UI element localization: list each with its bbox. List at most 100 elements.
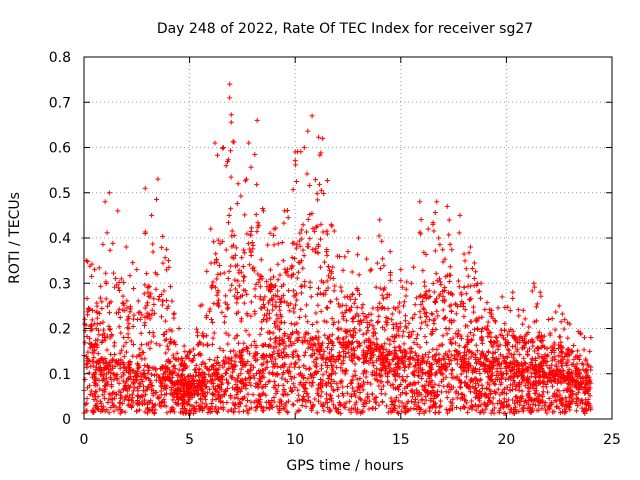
data-point [501, 355, 507, 361]
data-point [528, 361, 534, 367]
data-point [325, 405, 331, 411]
data-point [164, 374, 170, 380]
data-point [119, 408, 125, 414]
data-point [473, 342, 479, 348]
data-point [320, 340, 326, 346]
data-point [382, 327, 388, 333]
data-point [115, 407, 121, 413]
data-point [416, 353, 422, 359]
data-point [260, 390, 266, 396]
data-point [573, 383, 579, 389]
data-point [452, 356, 458, 362]
data-point [94, 321, 100, 327]
data-point [530, 401, 536, 407]
data-point [225, 341, 231, 347]
data-point [162, 385, 168, 391]
data-point [278, 300, 284, 306]
data-point [471, 309, 477, 315]
data-point [113, 276, 119, 282]
data-point [315, 291, 321, 297]
data-point [198, 383, 204, 389]
data-point [297, 315, 303, 321]
data-point [459, 359, 465, 365]
data-point [315, 242, 321, 248]
data-point [532, 358, 538, 364]
data-point [228, 263, 234, 269]
data-point [223, 293, 229, 299]
data-point [248, 299, 254, 305]
data-point [559, 402, 565, 408]
data-point [238, 371, 244, 377]
data-point [153, 377, 159, 383]
data-point [150, 388, 156, 394]
data-point [447, 264, 453, 270]
data-point [316, 181, 322, 187]
peak-point [106, 190, 112, 196]
data-point [183, 355, 189, 361]
data-point [106, 323, 112, 329]
data-point [266, 287, 272, 293]
data-point [443, 389, 449, 395]
data-point [486, 369, 492, 375]
data-point [233, 245, 239, 251]
data-point [471, 275, 477, 281]
peak-point [377, 217, 383, 223]
data-point [491, 356, 497, 362]
data-point [207, 386, 213, 392]
data-point [441, 356, 447, 362]
data-point [474, 391, 480, 397]
data-point [450, 384, 456, 390]
data-point [128, 338, 134, 344]
data-point [213, 257, 219, 263]
data-point [232, 359, 238, 365]
data-point [392, 344, 398, 350]
data-point [315, 197, 321, 203]
data-point [306, 341, 312, 347]
data-point [482, 307, 488, 313]
data-point [529, 288, 535, 294]
data-point [280, 258, 286, 264]
data-point [431, 321, 437, 327]
data-point [146, 376, 152, 382]
data-point [296, 335, 302, 341]
data-point [155, 394, 161, 400]
data-point [305, 244, 311, 250]
data-point [231, 139, 237, 145]
data-point [355, 288, 361, 294]
data-point [363, 359, 369, 365]
data-point [428, 331, 434, 337]
data-point [105, 400, 111, 406]
data-point [247, 374, 253, 380]
data-point [581, 347, 587, 353]
data-point [203, 401, 209, 407]
data-point [430, 388, 436, 394]
data-point [120, 293, 126, 299]
data-point [490, 315, 496, 321]
data-point [94, 398, 100, 404]
data-point [269, 358, 275, 364]
data-point [437, 276, 443, 282]
data-point [379, 238, 385, 244]
data-point [232, 252, 238, 258]
data-point [437, 368, 443, 374]
data-point [245, 410, 251, 416]
data-point [253, 380, 259, 386]
data-point [372, 399, 378, 405]
data-point [156, 297, 162, 303]
data-point [192, 367, 198, 373]
data-point [391, 405, 397, 411]
data-point [393, 377, 399, 383]
data-point [277, 312, 283, 318]
data-point [273, 361, 279, 367]
data-point [460, 303, 466, 309]
data-point [261, 342, 267, 348]
data-point [458, 365, 464, 371]
peak-point [556, 303, 562, 309]
data-point [574, 395, 580, 401]
data-point [349, 377, 355, 383]
data-point [408, 399, 414, 405]
data-point [364, 314, 370, 320]
data-point [360, 387, 366, 393]
data-point [361, 355, 367, 361]
data-point [277, 319, 283, 325]
